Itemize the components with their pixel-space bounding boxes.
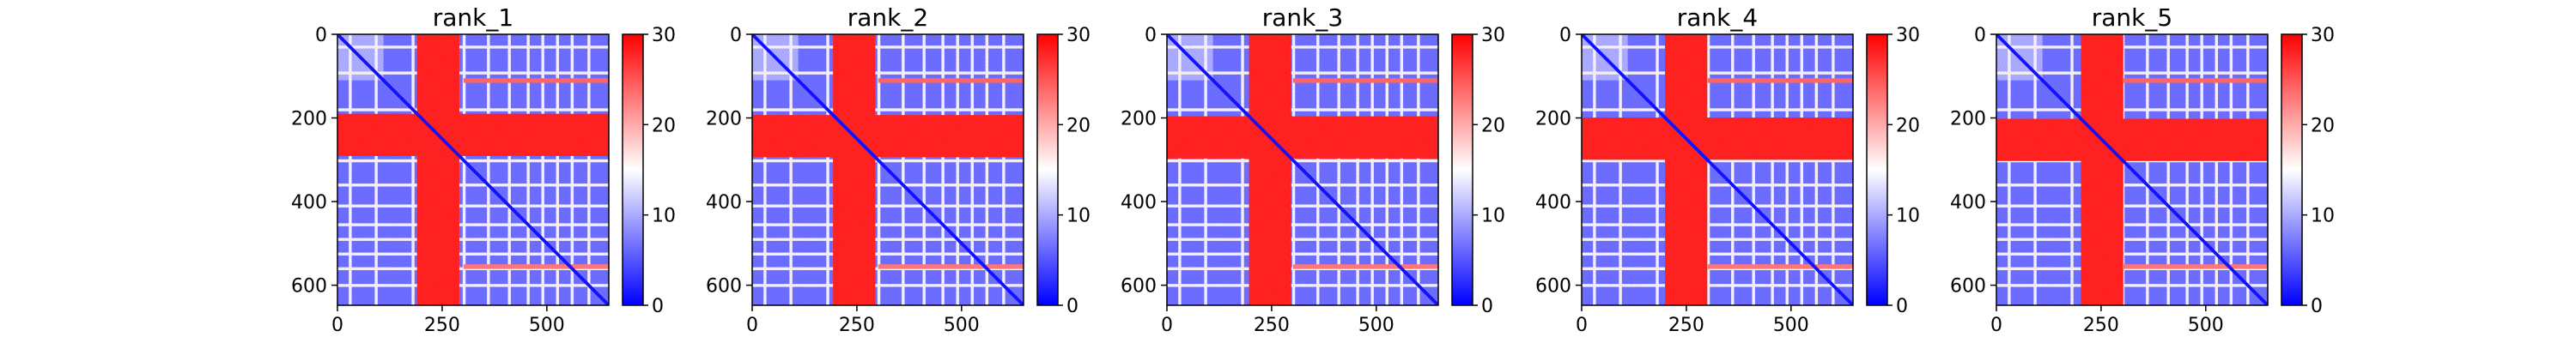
heatmap-frame — [1166, 33, 1439, 306]
colorbar-tick-label: 0 — [1066, 296, 1078, 317]
colorbar-tick-label: 20 — [1896, 115, 1920, 136]
y-tick-label: 400 — [1950, 192, 1986, 214]
heatmap-image — [752, 34, 1024, 305]
colorbar-tick-label: 10 — [652, 206, 676, 227]
y-tick-label: 400 — [706, 192, 742, 214]
y-tick-label: 0 — [1974, 25, 1986, 46]
y-tick-label: 600 — [291, 276, 327, 298]
heatmap-image — [1996, 34, 2268, 305]
x-tick-label: 0 — [1161, 315, 1173, 336]
colorbar — [1866, 33, 1888, 306]
heatmap-image — [337, 34, 609, 305]
x-tick-label: 250 — [839, 315, 875, 336]
y-tick-label: 200 — [1535, 109, 1571, 130]
colorbar-tick-label: 30 — [1481, 25, 1505, 46]
colorbar-tick-label: 10 — [2311, 206, 2335, 227]
x-tick-label: 500 — [1358, 315, 1394, 336]
x-tick-label: 500 — [1773, 315, 1809, 336]
y-tick-label: 200 — [291, 109, 327, 130]
colorbar-tick-label: 10 — [1896, 206, 1920, 227]
x-tick-label: 500 — [944, 315, 980, 336]
panel-title: rank_1 — [433, 3, 513, 32]
y-tick-label: 0 — [1145, 25, 1157, 46]
heatmap-image — [1582, 34, 1853, 305]
heatmap-frame — [337, 33, 610, 306]
x-tick-label: 0 — [746, 315, 758, 336]
y-tick-label: 600 — [1950, 276, 1986, 298]
colorbar-tick-label: 0 — [652, 296, 664, 317]
colorbar-tick-label: 10 — [1481, 206, 1505, 227]
colorbar-tick-label: 20 — [2311, 115, 2335, 136]
panel-title: rank_2 — [848, 3, 928, 32]
x-tick-label: 250 — [424, 315, 460, 336]
colorbar-tick-label: 30 — [1896, 25, 1920, 46]
panel-title: rank_5 — [2092, 3, 2172, 32]
x-tick-label: 0 — [1990, 315, 2002, 336]
colorbar-tick-label: 10 — [1066, 206, 1091, 227]
panel-title: rank_4 — [1677, 3, 1758, 32]
y-tick-label: 0 — [730, 25, 742, 46]
heatmap-frame — [751, 33, 1024, 306]
colorbar-tick-label: 20 — [1066, 115, 1091, 136]
colorbar-tick-label: 20 — [1481, 115, 1505, 136]
colorbar-tick-label: 0 — [1896, 296, 1908, 317]
colorbar-tick-label: 0 — [1481, 296, 1493, 317]
heatmap-frame — [1581, 33, 1854, 306]
y-tick-label: 200 — [1950, 109, 1986, 130]
colorbar — [2281, 33, 2303, 306]
y-tick-label: 400 — [1121, 192, 1157, 214]
colorbar — [1451, 33, 1473, 306]
colorbar-tick-label: 30 — [2311, 25, 2335, 46]
panel-title: rank_3 — [1262, 3, 1343, 32]
y-tick-label: 0 — [1559, 25, 1571, 46]
y-tick-label: 400 — [1535, 192, 1571, 214]
y-tick-label: 600 — [1535, 276, 1571, 298]
x-tick-label: 250 — [1254, 315, 1290, 336]
x-tick-label: 0 — [1576, 315, 1588, 336]
colorbar — [622, 33, 644, 306]
colorbar — [1036, 33, 1059, 306]
colorbar-tick-label: 30 — [1066, 25, 1091, 46]
y-tick-label: 600 — [1121, 276, 1157, 298]
heatmap-image — [1167, 34, 1438, 305]
y-tick-label: 600 — [706, 276, 742, 298]
y-tick-label: 200 — [706, 109, 742, 130]
x-tick-label: 500 — [529, 315, 565, 336]
y-tick-label: 200 — [1121, 109, 1157, 130]
x-tick-label: 250 — [1668, 315, 1704, 336]
x-tick-label: 250 — [2083, 315, 2119, 336]
y-tick-label: 0 — [315, 25, 327, 46]
x-tick-label: 500 — [2188, 315, 2224, 336]
colorbar-tick-label: 0 — [2311, 296, 2323, 317]
x-tick-label: 0 — [331, 315, 343, 336]
y-tick-label: 400 — [291, 192, 327, 214]
colorbar-tick-label: 20 — [652, 115, 676, 136]
colorbar-tick-label: 30 — [652, 25, 676, 46]
heatmap-frame — [1996, 33, 2269, 306]
